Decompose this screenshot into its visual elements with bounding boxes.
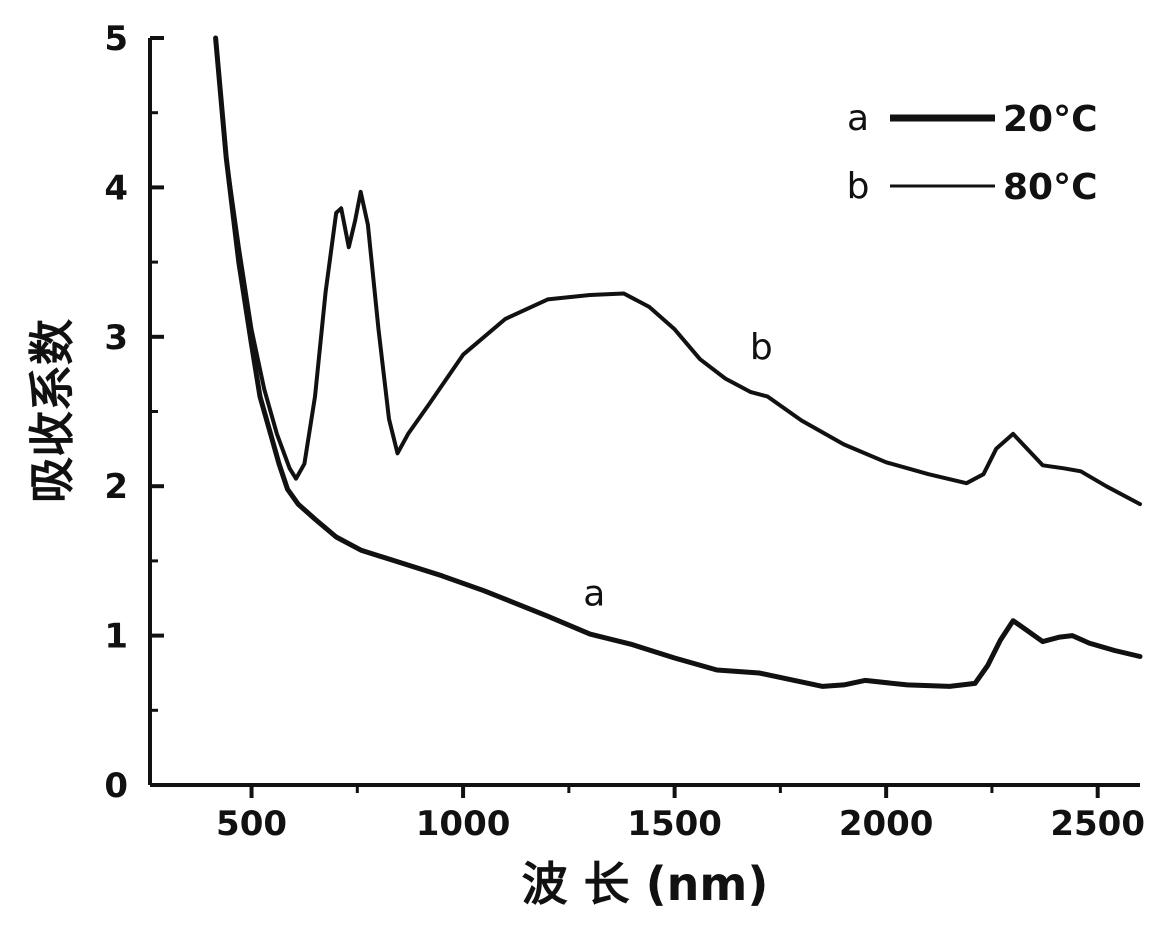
x-tick-label: 500: [216, 804, 287, 844]
y-tick-label: 3: [104, 318, 128, 358]
y-tick-label: 5: [104, 19, 128, 59]
series-layer: [216, 38, 1140, 686]
x-tick-label: 2000: [839, 804, 934, 844]
legend-key-a: a: [847, 98, 869, 139]
legend-label-a: 20°C: [1003, 99, 1098, 140]
series-line-b: [216, 38, 1140, 504]
y-tick-label: 4: [104, 168, 128, 208]
legend-key-b: b: [847, 166, 870, 207]
text-layer: 0123455001000150020002500ab吸收系数波 长 (nm): [25, 19, 1145, 911]
y-tick-label: 1: [104, 617, 128, 657]
x-tick-label: 1500: [627, 804, 722, 844]
series-line-a: [216, 38, 1140, 686]
x-axis-title: 波 长 (nm): [522, 857, 769, 911]
x-tick-label: 1000: [416, 804, 511, 844]
legend-label-b: 80°C: [1003, 167, 1098, 208]
y-axis-title: 吸收系数: [25, 319, 79, 503]
legend: a 20°C b 80°C: [847, 98, 1098, 208]
y-tick-label: 0: [104, 766, 128, 806]
curve-label-b: b: [750, 327, 773, 368]
y-tick-label: 2: [104, 467, 128, 507]
axes-layer: [150, 38, 1140, 798]
curve-label-a: a: [583, 574, 605, 615]
x-tick-label: 2500: [1050, 804, 1145, 844]
